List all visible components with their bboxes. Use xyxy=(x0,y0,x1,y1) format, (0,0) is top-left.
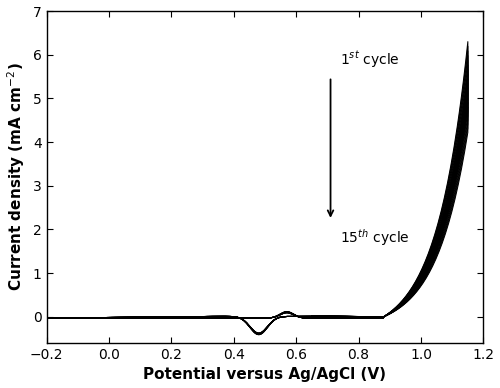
Text: 15$^{th}$ cycle: 15$^{th}$ cycle xyxy=(340,227,409,248)
Y-axis label: Current density (mA cm$^{-2}$): Current density (mA cm$^{-2}$) xyxy=(6,63,28,291)
X-axis label: Potential versus Ag/AgCl (V): Potential versus Ag/AgCl (V) xyxy=(144,367,386,383)
Text: 1$^{st}$ cycle: 1$^{st}$ cycle xyxy=(340,49,400,70)
